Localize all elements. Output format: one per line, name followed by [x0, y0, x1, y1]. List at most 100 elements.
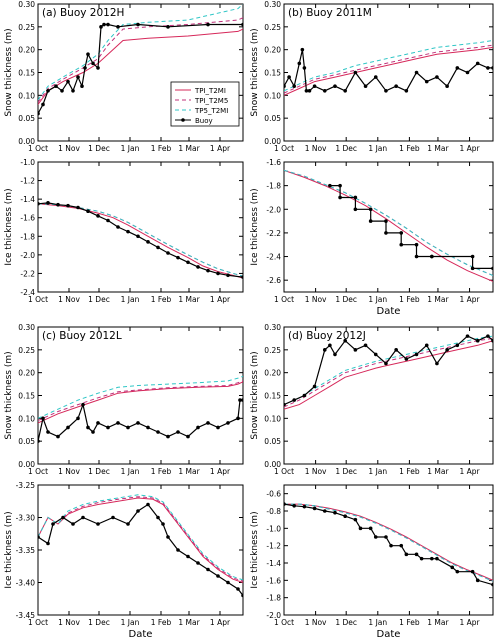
buoy-point: [86, 209, 90, 214]
series-line-tp5-t2mi: [38, 375, 243, 419]
buoy-point: [414, 242, 419, 247]
buoy-point: [353, 70, 358, 75]
x-tick-label: 1 Apr: [459, 295, 480, 304]
buoy-point: [312, 384, 317, 389]
buoy-point: [56, 434, 60, 439]
buoy-point: [389, 543, 393, 548]
buoy-point: [455, 343, 460, 348]
x-tick-label: 1 Jan: [121, 144, 140, 153]
buoy-point: [96, 421, 100, 425]
buoy-point: [126, 522, 130, 526]
x-tick-label: 1 Jan: [121, 618, 140, 627]
buoy-point: [46, 88, 50, 93]
buoy-point: [373, 535, 378, 539]
y-tick-label: 0.15: [18, 69, 35, 78]
buoy-point: [46, 201, 50, 205]
y-tick-label: -1.8: [266, 182, 281, 191]
plot-frame: [283, 3, 494, 142]
x-tick-label: 1 Nov: [305, 295, 327, 304]
x-tick-label: 1 Dec: [335, 618, 357, 627]
buoy-point: [414, 352, 419, 357]
x-tick-label: 1 Apr: [459, 618, 480, 627]
y-tick-label: 0.10: [264, 414, 281, 423]
buoy-point: [96, 522, 100, 526]
buoy-point: [292, 504, 296, 508]
x-tick-label: 1 Nov: [305, 618, 327, 627]
buoy-point: [312, 84, 317, 88]
buoy-point: [51, 522, 55, 526]
x-tick-label: 1 Dec: [88, 618, 110, 627]
series-line-tpi-t2mi: [284, 340, 493, 410]
series-line-tpi-t2m5: [284, 503, 493, 582]
y-tick-label: 0.25: [264, 23, 281, 32]
panel-title: (c) Buoy 2012L: [42, 330, 122, 342]
x-tick-label: 1 Mar: [427, 144, 449, 153]
buoy-point: [186, 260, 190, 265]
buoy-point: [166, 535, 170, 539]
buoy-point: [126, 425, 130, 430]
x-tick-label: 1 Mar: [178, 295, 200, 304]
x-tick-label: 1 Dec: [88, 295, 110, 304]
y-tick-label: -1.8: [266, 594, 281, 603]
y-tick-label: 0.20: [264, 369, 281, 378]
buoy-point: [206, 268, 210, 273]
y-tick-label: 0.25: [264, 346, 281, 355]
x-tick-label: 1 Nov: [305, 467, 327, 476]
buoy-point: [404, 88, 409, 93]
buoy-point: [216, 574, 220, 578]
buoy-point: [111, 515, 115, 520]
buoy-point: [465, 334, 470, 338]
y-tick-label: 0.25: [18, 346, 35, 355]
x-axis-label: Date: [377, 306, 401, 317]
buoy-point: [328, 343, 332, 348]
buoy-point: [353, 348, 358, 352]
buoy-point: [38, 201, 40, 206]
buoy-point: [106, 22, 110, 27]
y-axis-label: Ice thickness (m): [4, 511, 14, 588]
series-group: [284, 502, 493, 587]
x-tick-label: 1 Mar: [178, 618, 200, 627]
buoy-point: [414, 254, 419, 259]
series-line-buoy: [38, 503, 243, 596]
x-axis-label: Date: [377, 629, 401, 638]
y-tick-label: 0.10: [18, 91, 35, 100]
buoy-point: [166, 251, 170, 255]
buoy-point: [368, 219, 373, 223]
x-tick-label: 1 Dec: [335, 144, 357, 153]
buoy-point: [475, 61, 480, 66]
buoy-point: [343, 88, 347, 93]
buoy-point: [186, 554, 190, 559]
buoy-point: [156, 515, 160, 520]
y-tick-label: -1.4: [266, 559, 281, 568]
buoy-point: [86, 52, 90, 57]
buoy-point: [333, 510, 337, 515]
series-line-tp5-t2mi: [284, 169, 493, 276]
buoy-point: [236, 587, 240, 591]
x-tick-label: 1 Nov: [58, 144, 80, 153]
buoy-point: [206, 22, 210, 27]
buoy-point: [297, 61, 302, 66]
y-tick-label: -1.0: [20, 158, 35, 167]
buoy-point: [419, 556, 424, 561]
y-axis-label: Snow thickness (m): [250, 28, 260, 116]
x-tick-label: 1 Jan: [121, 295, 140, 304]
buoy-point: [430, 254, 434, 259]
buoy-point: [241, 593, 243, 598]
buoy-point: [166, 434, 170, 439]
buoy-point: [424, 343, 429, 348]
buoy-point: [363, 84, 368, 88]
buoy-point: [96, 214, 100, 218]
buoy-point: [430, 556, 434, 561]
buoy-point: [226, 421, 230, 425]
legend: TPI_T2MI TPI_T2M5 TP5_T2MI Buoy: [170, 81, 240, 127]
buoy-point: [343, 514, 347, 518]
buoy-point: [292, 398, 296, 402]
y-tick-label: 0.20: [18, 369, 35, 378]
series-line-tp5-t2mi: [38, 494, 243, 581]
buoy-point: [146, 240, 150, 244]
buoy-point: [146, 502, 150, 507]
buoy-point: [322, 509, 327, 513]
buoy-point: [186, 434, 190, 439]
buoy-point: [206, 567, 210, 572]
buoy-point: [116, 25, 120, 29]
